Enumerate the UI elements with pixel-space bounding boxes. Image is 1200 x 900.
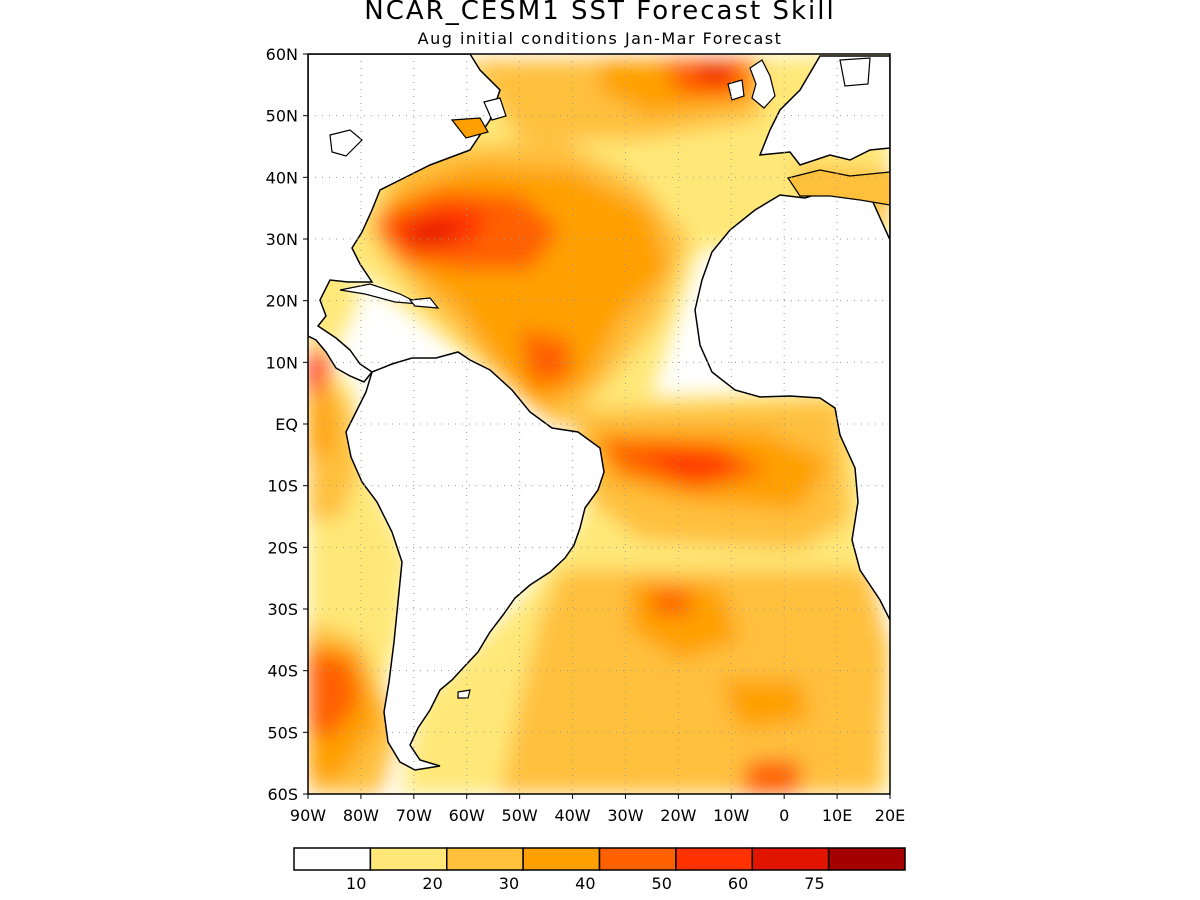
colorbar-swatch	[675, 847, 753, 871]
ireland-island	[727, 79, 745, 101]
lat-tick-label: 30S	[267, 600, 298, 619]
colorbar-swatch	[598, 847, 677, 871]
lat-tick-label: 60S	[267, 785, 298, 804]
colorbar-swatch	[827, 847, 906, 871]
lon-tick-label: 70W	[396, 806, 432, 825]
lat-tick-label: 20S	[267, 538, 298, 557]
colorbar-label: 60	[728, 874, 748, 893]
lon-tick-label: 80W	[343, 806, 379, 825]
falkland-islands	[457, 689, 471, 699]
lat-tick-label: 50N	[266, 107, 298, 126]
lon-tick-label: 60W	[449, 806, 485, 825]
lat-tick-label: 40S	[267, 662, 298, 681]
lon-tick-label: 90W	[290, 806, 326, 825]
lon-tick-label: 50W	[502, 806, 538, 825]
colorbar-label: 20	[422, 874, 442, 893]
colorbar-label: 50	[652, 874, 672, 893]
colorbar: 10 20 30 40 50 60 75	[293, 847, 906, 893]
colorbar-label: 40	[575, 874, 595, 893]
map-title: NCAR_CESM1 SST Forecast Skill	[364, 0, 836, 26]
map-subtitle: Aug initial conditions Jan-Mar Forecast	[417, 29, 783, 48]
lon-tick-label: 0	[779, 806, 789, 825]
inland-seas	[329, 57, 890, 206]
colorbar-swatch	[369, 847, 448, 871]
hispaniola-island	[408, 297, 440, 309]
lat-tick-label: 50S	[267, 723, 298, 742]
colorbar-label: 10	[346, 874, 366, 893]
south-america-landmass	[345, 351, 605, 771]
colorbar-swatch	[446, 847, 524, 871]
great-britain-island	[749, 59, 776, 109]
colorbar-swatch	[293, 847, 372, 871]
latitude-axis: 60N 50N 40N 30N 20N 10N EQ 10S 20S 30S 40S 50S 60S	[266, 45, 308, 804]
lon-tick-label: 30W	[607, 806, 643, 825]
lat-tick-label: 10S	[267, 477, 298, 496]
lat-tick-label: 30N	[266, 230, 298, 249]
colorbar-label: 75	[804, 874, 824, 893]
lon-tick-label: 10W	[713, 806, 749, 825]
lon-tick-label: 10E	[822, 806, 852, 825]
lat-tick-label: 20N	[266, 292, 298, 311]
lon-tick-label: 20E	[875, 806, 905, 825]
islands	[339, 59, 776, 699]
lon-tick-label: 40W	[554, 806, 590, 825]
colorbar-swatch	[751, 847, 830, 871]
lat-tick-label: 10N	[266, 353, 298, 372]
lat-tick-label: 60N	[266, 45, 298, 64]
lon-tick-label: 20W	[660, 806, 696, 825]
longitude-axis: 90W 80W 70W 60W 50W 40W 30W 20W 10W 0 10E 20E	[290, 794, 905, 825]
lat-tick-label: EQ	[275, 415, 298, 434]
lat-tick-label: 40N	[266, 168, 298, 187]
lat-lon-grid	[308, 54, 890, 794]
colorbar-swatch	[522, 847, 601, 871]
colorbar-label: 30	[499, 874, 519, 893]
newfoundland-island	[483, 97, 507, 121]
